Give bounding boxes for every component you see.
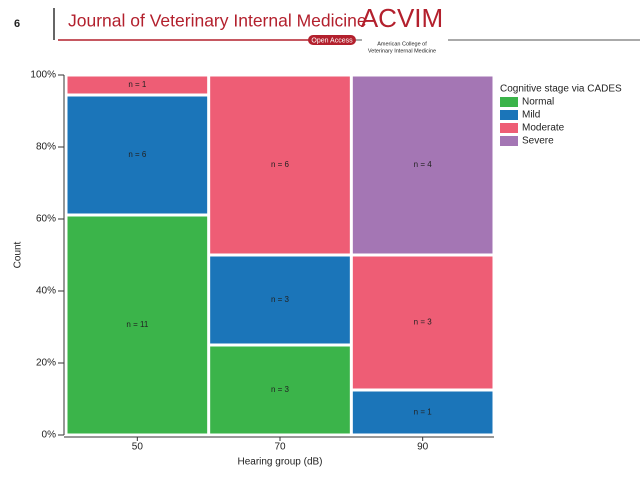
value-label: n = 11 <box>126 320 148 329</box>
logo-sub-bg <box>362 36 448 56</box>
logo: ACVIM <box>361 3 443 33</box>
y-tick-label: 80% <box>36 142 56 153</box>
y-tick-label: 100% <box>30 70 56 81</box>
logo-sub: Veterinary Internal Medicine <box>368 48 436 54</box>
value-label: n = 1 <box>128 80 147 89</box>
badge: Open Access <box>311 37 353 44</box>
y-tick-label: 20% <box>36 358 56 369</box>
legend-swatch <box>500 123 518 133</box>
segment <box>351 75 494 255</box>
legend-label: Normal <box>522 97 554 108</box>
segment <box>209 345 351 435</box>
segment <box>66 75 209 95</box>
y-axis-label: Count <box>13 241 24 268</box>
value-label: n = 1 <box>414 408 433 417</box>
value-label: n = 3 <box>271 295 290 304</box>
segment <box>209 75 351 255</box>
value-label: n = 6 <box>271 160 290 169</box>
legend-label: Severe <box>522 136 554 147</box>
value-label: n = 4 <box>414 160 433 169</box>
journal-title: Journal of Veterinary Internal Medicine <box>68 11 367 31</box>
segment <box>66 215 209 435</box>
segment <box>209 255 351 345</box>
legend-swatch <box>500 136 518 146</box>
legend-label: Mild <box>522 110 540 121</box>
y-tick-label: 40% <box>36 286 56 297</box>
legend-title: Cognitive stage via CADES <box>500 84 622 95</box>
segment <box>66 95 209 215</box>
x-axis-label: Hearing group (dB) <box>237 457 322 468</box>
value-label: n = 6 <box>128 150 147 159</box>
logo-sub: American College of <box>377 41 427 47</box>
x-tick-label: 50 <box>132 442 144 453</box>
y-tick-label: 0% <box>42 430 57 441</box>
x-tick-label: 90 <box>417 442 429 453</box>
value-label: n = 3 <box>271 385 290 394</box>
y-tick-label: 60% <box>36 214 56 225</box>
badge-bg <box>308 35 356 45</box>
legend-swatch <box>500 97 518 107</box>
legend-swatch <box>500 110 518 120</box>
page-number: 6 <box>14 18 20 30</box>
legend-label: Moderate <box>522 123 565 134</box>
x-tick-label: 70 <box>274 442 286 453</box>
segment <box>351 255 494 390</box>
segment <box>351 390 494 435</box>
value-label: n = 3 <box>414 318 433 327</box>
